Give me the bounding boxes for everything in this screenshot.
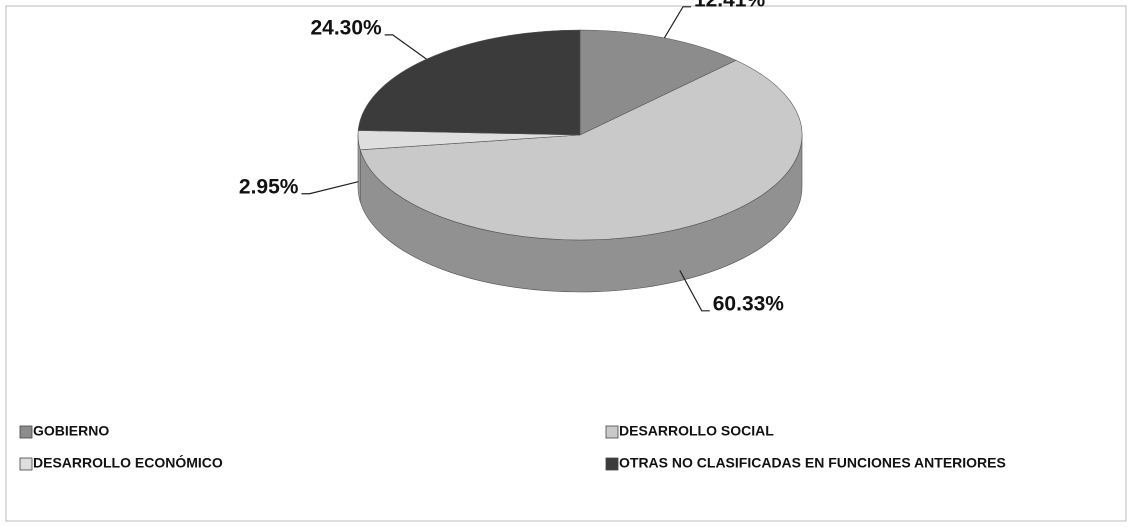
slice	[359, 60, 803, 241]
value-label: 60.33%	[713, 292, 785, 315]
value-label: 2.95%	[239, 175, 299, 198]
legend-label: OTRAS NO CLASIFICADAS EN FUNCIONES ANTER…	[619, 455, 1006, 471]
leader-line	[663, 6, 691, 39]
leader-line	[301, 181, 359, 195]
legend-swatch	[605, 425, 619, 439]
legend-swatch	[19, 457, 33, 471]
legend-swatch	[19, 425, 33, 439]
slice	[357, 29, 581, 136]
legend-label: DESARROLLO ECONÓMICO	[33, 454, 223, 471]
value-label: 24.30%	[310, 16, 382, 39]
legend-label: GOBIERNO	[33, 423, 109, 439]
leader-line	[679, 270, 710, 312]
leader-line	[384, 34, 427, 60]
chart-frame	[5, 5, 1127, 522]
legend-label: DESARROLLO SOCIAL	[619, 423, 774, 439]
legend-swatch	[605, 457, 619, 471]
value-label: 12.41%	[694, 0, 766, 11]
